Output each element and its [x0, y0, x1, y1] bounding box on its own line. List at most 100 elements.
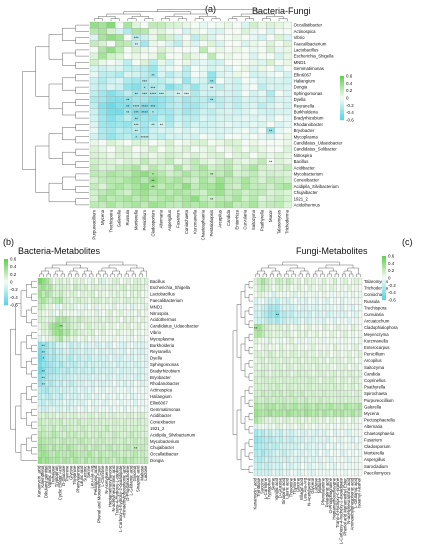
- heatmap-cell: [315, 429, 319, 437]
- heatmap-cell: [106, 145, 116, 153]
- heatmap-cell: [257, 284, 262, 292]
- heatmap-cell: [48, 335, 53, 343]
- heatmap-cell: [232, 96, 242, 103]
- heatmap-cell: [106, 65, 116, 72]
- heatmap-cell: [282, 317, 287, 325]
- legend-swatch: [382, 294, 386, 297]
- heatmap-cell: [329, 291, 334, 298]
- dendrogram-branch: [269, 273, 275, 277]
- heatmap-cell: [48, 297, 53, 304]
- legend-tick-label: -0.4: [10, 295, 18, 300]
- dendrogram-branch: [20, 290, 27, 317]
- row-label: Candidatus_Udaeobacter: [294, 140, 343, 145]
- dendrogram-branch: [20, 341, 27, 368]
- row-label: Russula: [364, 299, 380, 304]
- heatmap-cell: [87, 290, 92, 298]
- heatmap-cell: [80, 348, 85, 355]
- heatmap-cell: [347, 350, 352, 358]
- dendrogram-branch: [96, 273, 101, 277]
- column-label: L-Glutamic acid: [129, 465, 134, 495]
- heatmap-cell: [112, 290, 117, 298]
- heatmap-cell: [126, 399, 131, 407]
- heatmap-cell: [66, 450, 71, 458]
- heatmap-cell: [232, 176, 242, 184]
- heatmap-cell: [241, 96, 250, 103]
- heatmap-cell: [347, 337, 352, 345]
- heatmap-cell: [257, 429, 262, 437]
- heatmap-cell: [133, 405, 138, 413]
- heatmap-cell: [282, 436, 287, 444]
- dendrogram-branch: [277, 273, 282, 277]
- heatmap-cell: [336, 297, 341, 305]
- heatmap-cell: [199, 145, 208, 153]
- heatmap-cell: [173, 28, 183, 35]
- column-label: Cladosporium: [150, 210, 155, 237]
- dendrogram-branch: [53, 273, 58, 277]
- dendrogram-branch: [83, 270, 92, 274]
- heatmap-cell: [55, 329, 60, 336]
- dendrogram-branch: [341, 273, 347, 277]
- heatmap-cell: [80, 437, 85, 445]
- heatmap-cell: [297, 390, 301, 397]
- heatmap-cell: [173, 71, 183, 78]
- heatmap-cell: [98, 145, 107, 153]
- heatmap-cell: [115, 393, 120, 400]
- heatmap-cell: [274, 152, 284, 159]
- heatmap-cell: [318, 370, 323, 378]
- heatmap-cell: [340, 343, 345, 351]
- heatmap-cell: [347, 330, 352, 338]
- heatmap-cell: [283, 158, 292, 165]
- heatmap-cell: [62, 348, 67, 355]
- heatmap-cell: [130, 361, 134, 368]
- row-label: Bacillus: [294, 159, 309, 164]
- heatmap-cell: [300, 297, 305, 305]
- heatmap-cell: [119, 322, 124, 330]
- heatmap-cell: [318, 436, 323, 444]
- legend-swatch: [4, 285, 8, 288]
- dendrogram-branch: [98, 16, 116, 19]
- heatmap-cell: [98, 114, 107, 122]
- heatmap-cell: [325, 436, 330, 444]
- column-label: Phenol and Monomethyl Ester: [97, 465, 102, 523]
- heatmap-cell: [148, 28, 158, 35]
- heatmap-cell: [315, 304, 319, 312]
- heatmap-cell: [286, 284, 291, 292]
- heatmap-cell: [137, 284, 142, 291]
- heatmap-cell: [130, 431, 134, 439]
- heatmap-cell: [257, 396, 262, 404]
- row-label: Mycena: [364, 411, 380, 416]
- heatmap-cell: [322, 310, 327, 318]
- heatmap-cell: [275, 423, 280, 430]
- heatmap-cell: [76, 412, 81, 419]
- heatmap-cell: [304, 423, 309, 430]
- heatmap-cell: [52, 329, 56, 336]
- heatmap-cell: [283, 77, 292, 85]
- heatmap-cell: [98, 28, 107, 35]
- heatmap-cell: [157, 108, 166, 116]
- heatmap-cell: [89, 102, 99, 109]
- heatmap-cell: [148, 133, 158, 140]
- heatmap-cell: [333, 324, 337, 331]
- dendrogram-branch: [75, 86, 89, 94]
- heatmap-cell: [62, 425, 67, 432]
- heatmap-cell: [182, 145, 191, 153]
- heatmap-cell: [199, 59, 208, 66]
- heatmap-cell: [289, 429, 294, 437]
- heatmap-cell: [119, 380, 124, 387]
- heatmap-cell: [52, 457, 56, 464]
- heatmap-cell: [52, 367, 56, 375]
- column-label: Saitozyma: [251, 209, 256, 230]
- heatmap-cell: [123, 284, 127, 291]
- heatmap-cell: [266, 139, 275, 147]
- heatmap-cell: [289, 376, 294, 384]
- heatmap-cell: [257, 21, 267, 29]
- dendrogram-branch: [266, 16, 284, 19]
- heatmap-cell: [157, 189, 166, 196]
- heatmap-cell: [115, 418, 120, 426]
- heatmap-cell: [101, 309, 106, 317]
- heatmap-cell: [340, 297, 345, 305]
- heatmap-cell: [126, 322, 131, 330]
- heatmap-cell: [289, 396, 294, 404]
- heatmap-cell: [274, 46, 284, 54]
- heatmap-cell: [140, 373, 145, 381]
